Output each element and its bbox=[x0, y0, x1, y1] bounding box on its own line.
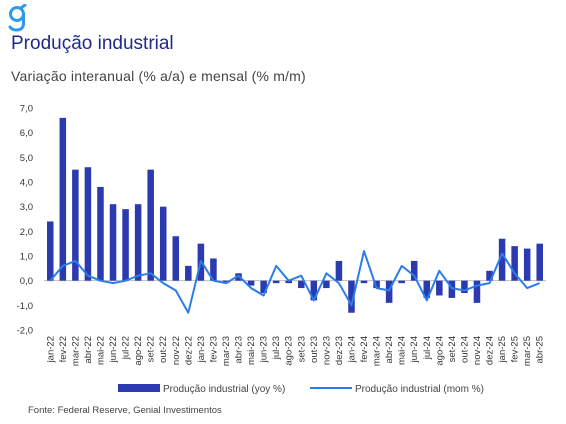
y-tick-label: 4,0 bbox=[20, 178, 33, 189]
y-tick-label: -1,0 bbox=[17, 301, 33, 312]
x-tick-label: jun-22 bbox=[108, 336, 119, 363]
x-tick-label: jul-22 bbox=[121, 336, 132, 360]
bar-yoy bbox=[323, 280, 330, 289]
x-tick-label: fev-24 bbox=[359, 336, 370, 362]
bar-yoy bbox=[448, 280, 456, 298]
source-note: Fonte: Federal Reserve, Genial Investime… bbox=[28, 405, 222, 416]
bar-yoy bbox=[72, 169, 79, 281]
x-tick-label: out-22 bbox=[158, 336, 169, 363]
y-tick-label: 5,0 bbox=[20, 153, 33, 164]
bar-yoy bbox=[47, 221, 54, 281]
bar-yoy bbox=[84, 167, 92, 281]
bar-yoy bbox=[385, 280, 393, 303]
x-tick-label: dez-22 bbox=[183, 336, 194, 365]
x-tick-label: mar-22 bbox=[70, 336, 81, 366]
y-tick-label: 7,0 bbox=[20, 104, 33, 115]
x-tick-label: nov-23 bbox=[321, 336, 332, 365]
x-tick-label: dez-24 bbox=[485, 336, 496, 365]
y-tick-label: 3,0 bbox=[20, 202, 33, 213]
bar-yoy bbox=[210, 258, 217, 281]
x-tick-label: mai-23 bbox=[246, 336, 257, 365]
bar-yoy bbox=[122, 209, 129, 281]
x-tick-label: mai-22 bbox=[95, 336, 106, 365]
bar-yoy bbox=[109, 204, 117, 281]
bar-yoy bbox=[335, 260, 343, 281]
x-tick-label: jan-22 bbox=[45, 336, 56, 363]
legend-swatch-yoy bbox=[118, 384, 160, 392]
bar-yoy bbox=[222, 280, 230, 284]
bar-yoy bbox=[498, 238, 506, 281]
x-tick-label: set-23 bbox=[296, 336, 307, 362]
x-tick-label: jan-23 bbox=[196, 336, 207, 363]
bar-yoy bbox=[348, 280, 355, 313]
x-tick-label: ago-22 bbox=[133, 336, 144, 366]
x-tick-label: jan-24 bbox=[346, 336, 357, 363]
legend-label-mom: Produção industrial (mom %) bbox=[355, 384, 484, 395]
x-tick-label: abr-22 bbox=[83, 336, 94, 363]
x-tick-label: abr-25 bbox=[535, 336, 546, 363]
bar-yoy bbox=[523, 248, 531, 281]
bar-yoy bbox=[461, 280, 468, 293]
bar-yoy bbox=[247, 280, 255, 286]
bar-yoy bbox=[486, 270, 493, 281]
x-tick-label: set-24 bbox=[447, 336, 458, 362]
bar-yoy bbox=[159, 206, 167, 281]
x-tick-label: jun-24 bbox=[409, 336, 420, 363]
page-subtitle: Variação interanual (% a/a) e mensal (% … bbox=[11, 68, 306, 84]
x-tick-label: ago-24 bbox=[434, 336, 445, 366]
x-tick-label: jun-23 bbox=[259, 336, 270, 363]
bar-yoy bbox=[298, 280, 305, 289]
y-tick-label: 2,0 bbox=[20, 227, 33, 238]
x-tick-label: fev-25 bbox=[510, 336, 521, 362]
bar-yoy bbox=[285, 280, 292, 284]
x-tick-label: jul-23 bbox=[271, 336, 282, 360]
bar-yoy bbox=[373, 280, 380, 289]
y-tick-label: 6,0 bbox=[20, 128, 33, 139]
bar-yoy bbox=[398, 280, 405, 284]
x-tick-label: jan-25 bbox=[497, 336, 508, 363]
page-title: Produção industrial bbox=[11, 33, 174, 54]
bar-yoy bbox=[134, 204, 142, 281]
bar-yoy bbox=[511, 246, 518, 281]
y-tick-label: 0,0 bbox=[20, 276, 33, 287]
x-tick-label: dez-23 bbox=[334, 336, 345, 365]
x-tick-label: mar-25 bbox=[522, 336, 533, 366]
x-tick-label: set-22 bbox=[146, 336, 157, 362]
x-tick-label: jul-24 bbox=[422, 336, 433, 360]
x-tick-label: fev-22 bbox=[58, 336, 69, 362]
x-tick-label: abr-23 bbox=[234, 336, 245, 363]
line-mom bbox=[49, 250, 541, 314]
bar-yoy bbox=[473, 280, 481, 303]
x-tick-label: mai-24 bbox=[397, 336, 408, 365]
x-tick-label: out-24 bbox=[459, 336, 470, 363]
legend-label-yoy: Produção industrial (yoy %) bbox=[163, 384, 285, 395]
x-tick-label: mar-24 bbox=[372, 336, 383, 366]
bar-yoy bbox=[423, 280, 431, 298]
x-tick-label: out-23 bbox=[309, 336, 320, 363]
x-tick-label: nov-24 bbox=[472, 336, 483, 365]
bar-yoy bbox=[536, 243, 543, 281]
genial-logo-icon bbox=[8, 4, 27, 32]
x-tick-label: abr-24 bbox=[384, 336, 395, 363]
bar-yoy bbox=[310, 280, 318, 301]
y-tick-label: -2,0 bbox=[17, 326, 33, 337]
bar-yoy bbox=[97, 186, 104, 281]
x-tick-label: nov-22 bbox=[171, 336, 182, 365]
bar-yoy bbox=[272, 280, 280, 284]
bar-yoy bbox=[410, 260, 418, 281]
x-tick-label: ago-23 bbox=[284, 336, 295, 366]
bar-yoy bbox=[172, 236, 180, 281]
bar-yoy bbox=[147, 169, 154, 281]
bar-yoy bbox=[185, 265, 192, 281]
y-tick-label: 1,0 bbox=[20, 252, 33, 263]
x-tick-label: fev-23 bbox=[208, 336, 219, 362]
bar-yoy bbox=[260, 280, 267, 293]
bar-yoy bbox=[360, 280, 368, 284]
bar-yoy bbox=[59, 117, 67, 281]
x-tick-label: mar-23 bbox=[221, 336, 232, 366]
bar-yoy bbox=[436, 280, 443, 296]
